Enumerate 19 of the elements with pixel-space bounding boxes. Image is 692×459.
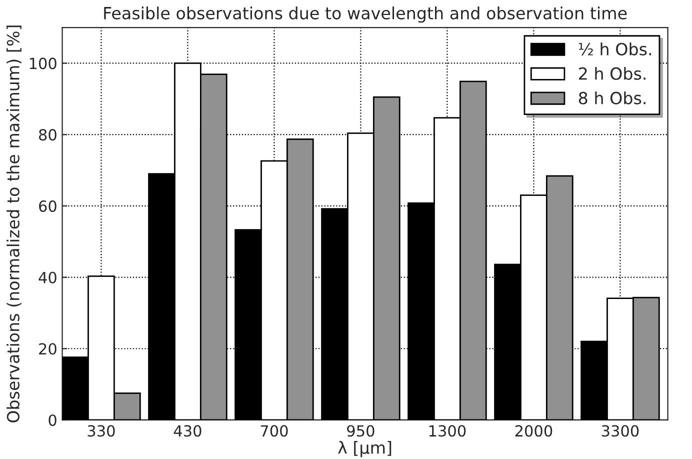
- x-tick-label: 3300: [602, 425, 639, 437]
- x-axis-title: λ [μm]: [338, 441, 392, 458]
- y-tick-label: 40: [38, 272, 56, 284]
- x-tick-label: 950: [347, 425, 374, 437]
- y-tick-label: 100: [30, 58, 56, 70]
- x-tick-label: 1300: [429, 425, 466, 437]
- x-tick-label: 330: [88, 425, 115, 437]
- y-tick-label: 80: [39, 129, 56, 141]
- legend-label: ½ h Obs.: [578, 42, 651, 56]
- y-tick-label: 0: [48, 414, 56, 426]
- chart-title: Feasible observations due to wavelength and observation time: [104, 6, 627, 23]
- legend-label: 8 h Obs.: [578, 91, 646, 104]
- x-tick-label: 700: [260, 425, 288, 437]
- x-tick-label: 430: [174, 425, 202, 437]
- y-tick-label: 60: [39, 200, 56, 212]
- x-tick-label: 2000: [515, 425, 552, 437]
- y-tick-label: 20: [39, 343, 56, 355]
- legend-label: 2 h Obs.: [579, 67, 646, 80]
- y-axis-title: Observations (normalized to the maximum) [%]: [6, 26, 22, 422]
